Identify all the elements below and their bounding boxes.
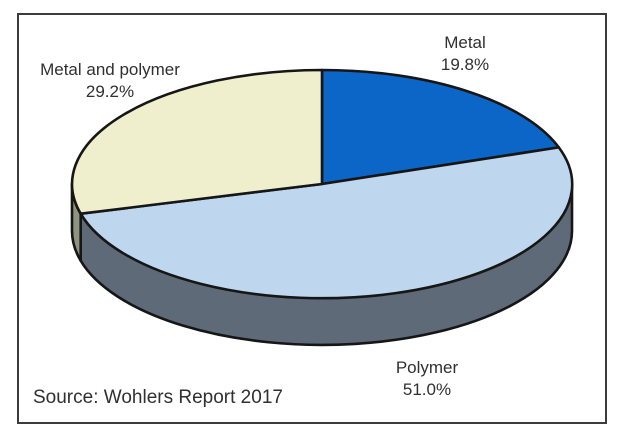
slice-label-metal-and-polymer: Metal and polymer 29.2% <box>20 59 200 103</box>
slice-label-metal: Metal 19.8% <box>405 32 525 76</box>
slice-pct-polymer: 51.0% <box>402 380 452 399</box>
slice-pct-metal-and-polymer: 29.2% <box>85 82 135 101</box>
pie-slice-metal-and-polymer <box>70 68 324 215</box>
slice-name-polymer: Polymer <box>395 358 459 377</box>
slice-pct-metal: 19.8% <box>440 55 490 74</box>
slice-name-metal: Metal <box>444 33 486 52</box>
source-note: Source: Wohlers Report 2017 <box>33 387 283 408</box>
slice-name-metal-and-polymer: Metal and polymer <box>40 60 180 79</box>
slice-label-polymer: Polymer 51.0% <box>367 357 487 401</box>
pie-slice-polymer <box>79 146 574 300</box>
